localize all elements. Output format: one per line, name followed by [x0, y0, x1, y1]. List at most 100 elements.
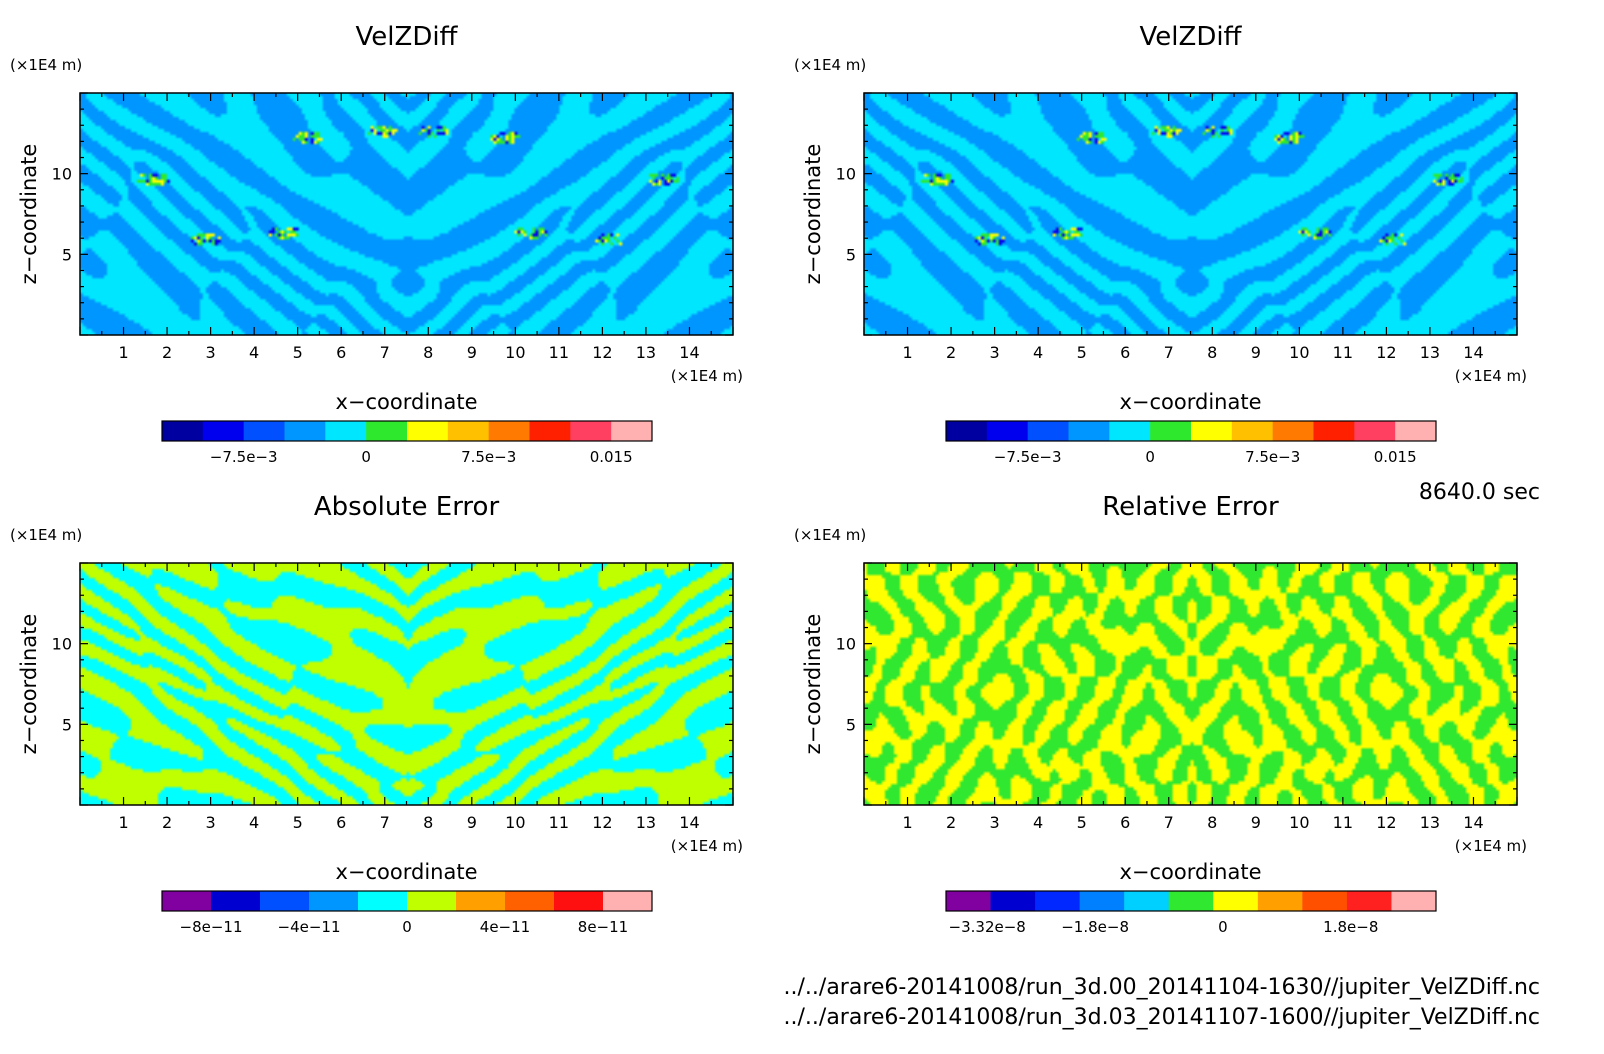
y-unit-label: (×1E4 m): [10, 56, 82, 74]
colorbar-swatch: [284, 421, 326, 441]
x-tick-label: 7: [1164, 813, 1174, 832]
x-tick-label: 13: [1420, 813, 1440, 832]
x-tick-label: 11: [1333, 813, 1353, 832]
colorbar-frame: [161, 890, 653, 912]
x-tick-label: 8: [423, 343, 433, 362]
panel-velzdiff-right: VelZDiff(×1E4 m)1 2 3 4 5 6 7 8 9 10 11 12 13 14510(×…: [794, 22, 1527, 466]
x-tick-label: 14: [1463, 343, 1483, 362]
x-unit-label: (×1E4 m): [671, 837, 743, 855]
x-tick-label: 6: [336, 343, 346, 362]
colorbar-frame: [161, 420, 653, 442]
x-tick-label: 3: [990, 813, 1000, 832]
colorbar-swatch: [1079, 891, 1125, 911]
y-unit-label: (×1E4 m): [794, 56, 866, 74]
x-tick-label: 14: [1463, 813, 1483, 832]
x-tick-label: 3: [206, 813, 216, 832]
file-path-2: ../../arare6-20141008/run_3d.03_20141107…: [784, 1005, 1540, 1030]
x-tick-label: 12: [1376, 343, 1396, 362]
y-tick-label: 10: [52, 635, 72, 654]
x-tick-label: 6: [1120, 343, 1130, 362]
y-tick-label: 5: [62, 245, 72, 264]
y-tick-label: 10: [836, 165, 856, 184]
colorbar-swatch: [1191, 421, 1233, 441]
colorbar-tick-label: −7.5e−3: [210, 448, 278, 466]
colorbar-swatch: [407, 891, 457, 911]
colorbar-swatch: [1150, 421, 1192, 441]
x-tick-label: 12: [592, 813, 612, 832]
colorbar-swatch: [1068, 421, 1110, 441]
colorbar-tick-label: −4e−11: [278, 918, 341, 936]
colorbar-swatch: [529, 421, 571, 441]
colorbar-tick-label: −1.8e−8: [1061, 918, 1129, 936]
file-path-1: ../../arare6-20141008/run_3d.00_20141104…: [784, 975, 1540, 1000]
x-tick-label: 1: [118, 343, 128, 362]
colorbar-frame: [945, 890, 1437, 912]
colorbar-swatch: [1027, 421, 1069, 441]
colorbar-swatch: [1354, 421, 1396, 441]
colorbar-frame: [945, 420, 1437, 442]
colorbar-tick-label: −8e−11: [180, 918, 243, 936]
colorbar-swatch: [1346, 891, 1392, 911]
x-tick-label: 9: [467, 813, 477, 832]
x-tick-label: 13: [636, 343, 656, 362]
x-axis-label: x−coordinate: [1119, 860, 1261, 884]
colorbar-tick-label: 7.5e−3: [461, 448, 516, 466]
colorbar-swatch: [325, 421, 367, 441]
x-tick-label: 10: [1289, 343, 1309, 362]
x-tick-label: 11: [549, 813, 569, 832]
colorbar-swatch: [162, 891, 212, 911]
chart-title: Absolute Error: [314, 492, 500, 522]
x-tick-label: 14: [679, 343, 699, 362]
colorbar-swatch: [1272, 421, 1314, 441]
x-tick-label: 2: [946, 343, 956, 362]
x-tick-label: 10: [505, 813, 525, 832]
heatmap-field: [864, 563, 1517, 805]
colorbar-swatch: [211, 891, 261, 911]
chart-title: VelZDiff: [1140, 22, 1243, 52]
colorbar-tick-label: 0: [361, 448, 371, 466]
colorbar-swatch: [1391, 891, 1437, 911]
colorbar-swatch: [1109, 421, 1151, 441]
y-axis-label: z−coordinate: [801, 614, 825, 755]
colorbar-swatch: [407, 421, 449, 441]
colorbar-tick-label: 0: [402, 918, 412, 936]
y-tick-label: 5: [846, 245, 856, 264]
colorbar-tick-label: 0: [1145, 448, 1155, 466]
colorbar-tick-label: 0.015: [1374, 448, 1417, 466]
x-tick-label: 6: [336, 813, 346, 832]
colorbar-swatch: [366, 421, 408, 441]
colorbar-tick-label: −3.32e−8: [949, 918, 1026, 936]
colorbar-tick-label: −7.5e−3: [994, 448, 1062, 466]
x-tick-label: 1: [902, 813, 912, 832]
x-tick-label: 7: [380, 813, 390, 832]
x-tick-label: 2: [162, 813, 172, 832]
x-tick-label: 6: [1120, 813, 1130, 832]
x-tick-label: 8: [1207, 813, 1217, 832]
time-label: 8640.0 sec: [1419, 480, 1540, 505]
x-tick-label: 10: [1289, 813, 1309, 832]
x-tick-label: 13: [636, 813, 656, 832]
y-axis-label: z−coordinate: [17, 614, 41, 755]
x-tick-label: 5: [293, 343, 303, 362]
x-tick-label: 5: [293, 813, 303, 832]
colorbar-swatch: [611, 421, 653, 441]
heatmap-field: [80, 563, 733, 805]
colorbar-swatch: [1231, 421, 1274, 441]
colorbar-swatch: [1035, 891, 1081, 911]
x-tick-label: 14: [679, 813, 699, 832]
x-tick-label: 2: [946, 813, 956, 832]
x-tick-label: 11: [549, 343, 569, 362]
colorbar-swatch: [260, 891, 310, 911]
colorbar-swatch: [603, 891, 653, 911]
x-tick-label: 5: [1077, 813, 1087, 832]
x-tick-label: 12: [1376, 813, 1396, 832]
x-tick-label: 8: [1207, 343, 1217, 362]
x-unit-label: (×1E4 m): [1455, 837, 1527, 855]
x-tick-label: 11: [1333, 343, 1353, 362]
x-axis-label: x−coordinate: [335, 860, 477, 884]
y-unit-label: (×1E4 m): [10, 526, 82, 544]
chart-title: VelZDiff: [356, 22, 459, 52]
colorbar-swatch: [990, 891, 1036, 911]
colorbar-swatch: [162, 421, 204, 441]
colorbar-swatch: [1313, 421, 1355, 441]
